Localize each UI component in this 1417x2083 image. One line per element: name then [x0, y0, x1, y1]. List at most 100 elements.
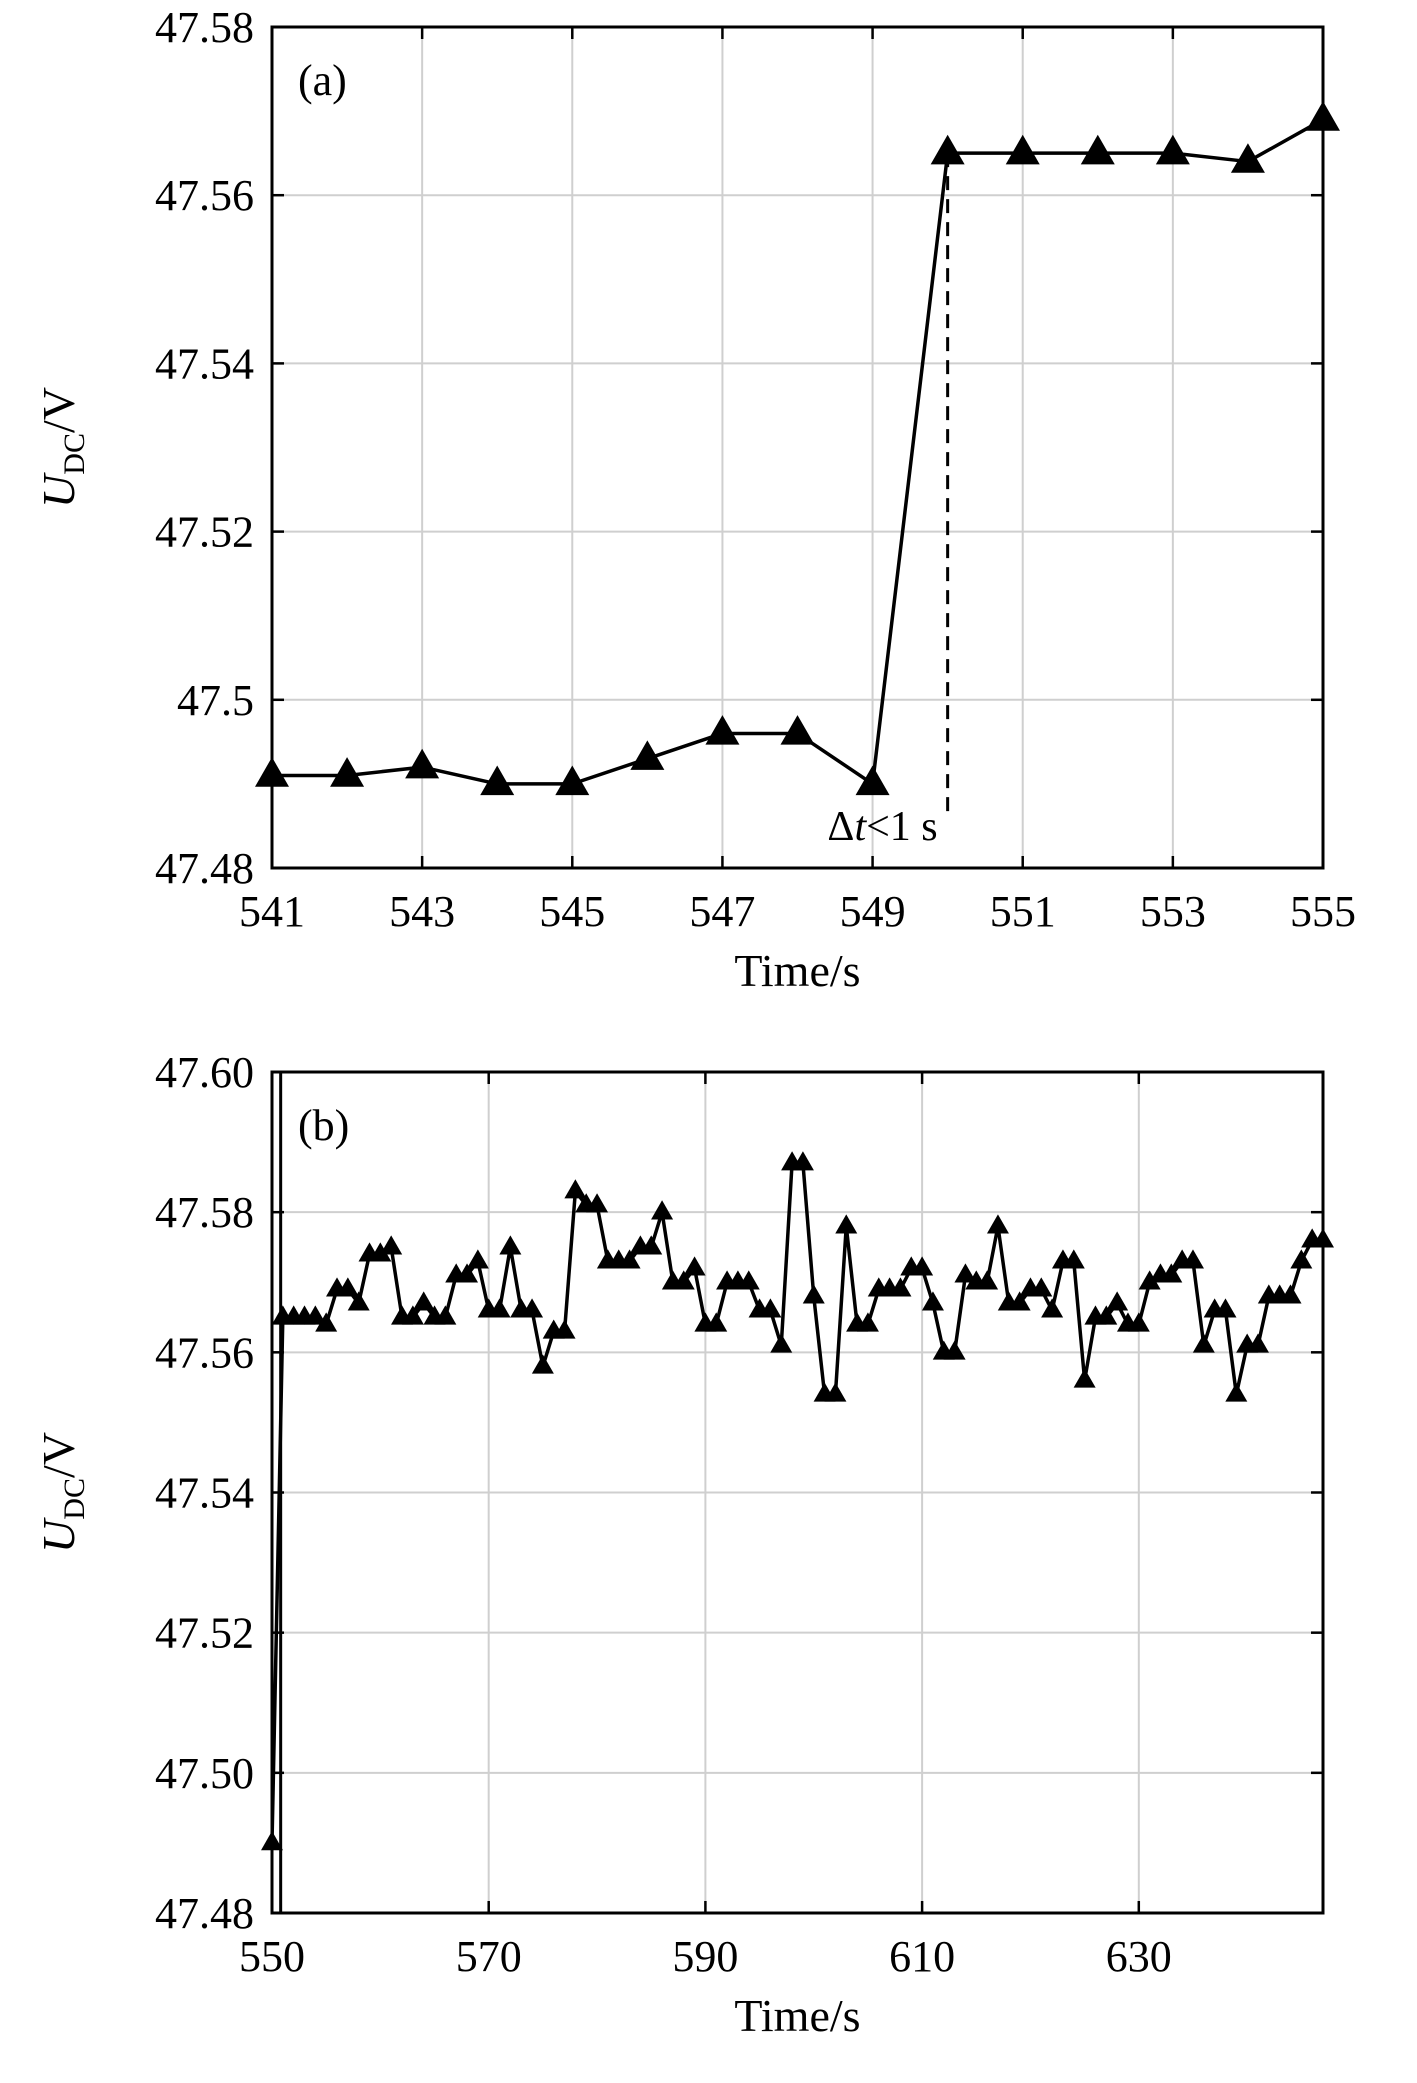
x-tick-label: 570: [456, 1932, 522, 1981]
data-point-marker: [1106, 1291, 1129, 1311]
data-point-marker: [1214, 1298, 1237, 1318]
x-tick-label: 590: [672, 1932, 738, 1981]
data-point-marker: [1127, 1312, 1150, 1332]
data-point-marker: [1225, 1382, 1248, 1402]
data-point-marker: [1290, 1249, 1313, 1269]
data-point-marker: [564, 1179, 587, 1199]
data-point-marker: [456, 1263, 479, 1283]
y-axis-label: UDC/V: [33, 387, 91, 508]
data-point-marker: [911, 1256, 934, 1276]
x-axis-label: Time/s: [734, 1990, 860, 2041]
data-point-marker: [705, 1312, 728, 1332]
data-point-marker: [943, 1340, 966, 1360]
data-point-marker: [1080, 134, 1115, 165]
data-point-marker: [640, 1235, 663, 1255]
data-point-marker: [1073, 1368, 1096, 1388]
series-line: [270, 1161, 1323, 1843]
data-point-marker: [1095, 1305, 1118, 1325]
data-point-marker: [480, 765, 515, 796]
x-tick-label: 610: [889, 1932, 955, 1981]
y-tick-label: 47.50: [155, 1749, 254, 1798]
data-point-marker: [488, 1298, 511, 1318]
data-point-marker: [555, 765, 590, 796]
data-point-marker: [930, 134, 965, 165]
data-point-marker: [330, 757, 365, 787]
x-tick-label: 553: [1140, 887, 1206, 936]
data-point-marker: [976, 1270, 999, 1290]
data-point-marker: [1279, 1284, 1302, 1304]
x-axis-label: Time/s: [734, 945, 860, 996]
data-point-marker: [1160, 1263, 1183, 1283]
x-tick-label: 545: [539, 887, 605, 936]
data-point-marker: [672, 1270, 695, 1290]
data-point-marker: [856, 1312, 879, 1332]
x-tick-label: 543: [389, 887, 455, 936]
data-point-marker: [1030, 1277, 1053, 1297]
panel-label: (b): [298, 1101, 349, 1150]
y-tick-label: 47.60: [155, 1048, 254, 1097]
data-point-marker: [855, 765, 890, 796]
data-point-marker: [791, 1151, 814, 1171]
data-point-marker: [986, 1214, 1009, 1234]
data-point-marker: [434, 1305, 457, 1325]
y-tick-label: 47.54: [155, 339, 254, 388]
data-point-marker: [466, 1249, 489, 1269]
data-point-marker: [521, 1298, 544, 1318]
x-tick-label: 550: [239, 1932, 305, 1981]
data-point-marker: [630, 740, 665, 770]
x-tick-label: 555: [1290, 887, 1356, 936]
axes-frame: [270, 25, 1325, 870]
y-axis-label: UDC/V: [33, 1432, 91, 1553]
data-point-marker: [412, 1291, 435, 1311]
panel-label: (a): [298, 56, 347, 105]
data-point-marker: [1062, 1249, 1085, 1269]
data-point-marker: [304, 1305, 327, 1325]
data-point-marker: [921, 1291, 944, 1311]
data-point-marker: [1181, 1249, 1204, 1269]
data-point-marker: [737, 1270, 760, 1290]
data-point-marker: [705, 715, 740, 745]
data-point-marker: [1230, 143, 1265, 173]
y-tick-label: 47.54: [155, 1469, 254, 1518]
y-tick-label: 47.56: [155, 171, 254, 220]
x-tick-label: 541: [239, 887, 305, 936]
y-tick-label: 47.52: [155, 1609, 254, 1658]
series-line: [272, 117, 1324, 786]
y-tick-label: 47.52: [155, 508, 254, 557]
data-point-marker: [1155, 134, 1190, 165]
data-point-marker: [1192, 1333, 1215, 1353]
data-point-marker: [954, 1263, 977, 1283]
y-tick-label: 47.58: [155, 1188, 254, 1237]
x-tick-label: 549: [840, 887, 906, 936]
x-tick-label: 630: [1106, 1932, 1172, 1981]
data-point-marker: [336, 1277, 359, 1297]
x-tick-label: 547: [689, 887, 755, 936]
data-point-marker: [824, 1382, 847, 1402]
data-point-marker: [759, 1298, 782, 1318]
data-point-marker: [347, 1291, 370, 1311]
data-point-marker: [1008, 1291, 1031, 1311]
data-point-marker: [380, 1235, 403, 1255]
data-point-marker: [651, 1200, 674, 1220]
data-point-marker: [683, 1256, 706, 1276]
data-point-marker: [1246, 1333, 1269, 1353]
data-point-marker: [770, 1333, 793, 1353]
y-tick-label: 47.58: [155, 3, 254, 52]
data-point-marker: [1041, 1298, 1064, 1318]
data-point-marker: [1138, 1270, 1161, 1290]
x-tick-label: 551: [990, 887, 1056, 936]
data-point-marker: [780, 715, 815, 745]
data-point-marker: [531, 1354, 554, 1374]
data-point-marker: [405, 748, 440, 779]
data-point-marker: [802, 1284, 825, 1304]
data-point-marker: [315, 1312, 338, 1332]
data-point-marker: [401, 1305, 424, 1325]
chart-panel-b: 550 570 590 610 630 47.48 47.50 47.52 47.54 47.56…: [33, 1048, 1334, 2041]
data-point-marker: [889, 1277, 912, 1297]
data-point-marker: [618, 1249, 641, 1269]
data-point-marker: [369, 1242, 392, 1262]
y-tick-label: 47.5: [177, 676, 254, 725]
data-point-marker: [1005, 134, 1040, 165]
